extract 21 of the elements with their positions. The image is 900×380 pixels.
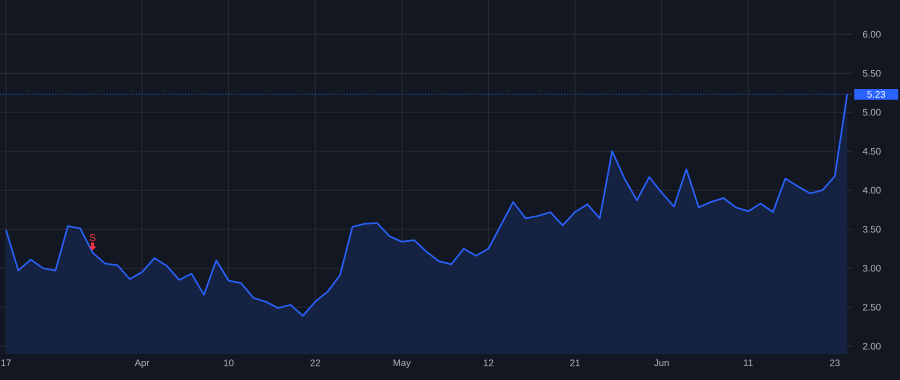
x-tick-label: 22 — [310, 360, 320, 366]
y-tick-label: 3.50 — [862, 226, 881, 233]
y-tick-label: 5.50 — [862, 70, 881, 77]
x-tick-label: 17 — [1, 360, 11, 366]
x-tick-label: 12 — [484, 360, 494, 366]
annotation: S — [90, 234, 96, 242]
x-tick-label: 11 — [744, 360, 753, 366]
x-tick-label: 23 — [830, 360, 840, 366]
y-tick-label: 4.50 — [862, 148, 881, 155]
x-tick-label: 10 — [224, 360, 234, 366]
x-tick-label: May — [394, 360, 411, 368]
y-tick-label: 4.00 — [862, 186, 881, 194]
y-tick-label: 5.00 — [862, 108, 881, 116]
ref-line-label: 5.23 — [867, 90, 886, 98]
y-tick-label: 3.00 — [862, 264, 881, 272]
y-tick-label: 6.00 — [863, 30, 881, 38]
x-tick-label: Jun — [654, 360, 669, 366]
y-tick-label: 2.50 — [863, 304, 881, 311]
x-tick-label: Apr — [134, 360, 150, 368]
x-tick-label: 21 — [570, 360, 580, 366]
y-tick-label: 2.00 — [863, 342, 881, 350]
